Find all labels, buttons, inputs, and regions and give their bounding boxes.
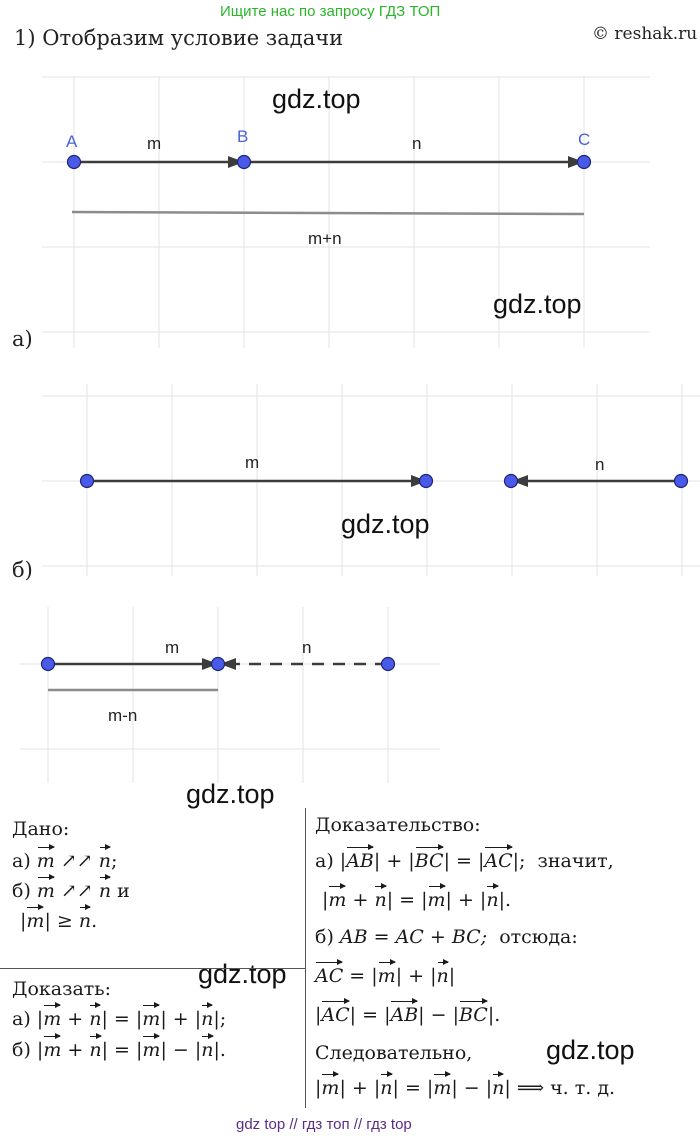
figure-a: A B C m n m+n: [42, 76, 650, 348]
vector-m-label: m: [165, 638, 179, 657]
proof-title: Доказательство:: [315, 814, 481, 836]
section-heading: 1) Отобразим условие задачи: [14, 26, 344, 50]
proof-line-a: а) |AB| + |BC| = |AC|; значит,: [315, 844, 614, 872]
given-title: Дано:: [12, 818, 70, 840]
footer-links[interactable]: gdz top // гдз топ // гдз top: [236, 1116, 412, 1133]
vector-n-label: n: [302, 638, 311, 657]
proof-consequently: Следовательно,: [315, 1042, 473, 1064]
watermark: gdz.top: [186, 779, 275, 809]
watermark: gdz.top: [493, 289, 582, 319]
point-a-label: A: [66, 132, 78, 151]
proof-line-b-vec: AC = |m| + |n|: [315, 959, 456, 987]
promo-banner[interactable]: Ищите нас по запросу ГДЗ ТОП: [220, 3, 441, 20]
figure-b: m n: [42, 384, 700, 576]
given-line-b-condition: |m| ≥ n.: [20, 904, 98, 932]
watermark: gdz.top: [198, 959, 287, 989]
proof-line-b: б) AB = AC + BC; отсюда:: [315, 926, 578, 948]
watermark: gdz.top: [272, 84, 361, 114]
proof-conclusion: |m| + |n| = |m| − |n| ⟹ ч. т. д.: [315, 1071, 616, 1099]
figure-c: m n m-n: [20, 607, 440, 783]
vector-m-label: m: [147, 134, 161, 153]
point-b-label: B: [237, 127, 248, 146]
given-line-a: а) m ↗↗ n;: [12, 844, 118, 872]
figure-a-part-label: а): [12, 327, 33, 351]
proof-line-b-abs: |AC| = |AB| − |BC|.: [315, 998, 501, 1026]
vector-n-label: n: [595, 455, 604, 474]
diff-segment-label: m-n: [108, 706, 137, 725]
prove-title: Доказать:: [12, 978, 112, 1000]
figure-b-part-label: б): [12, 558, 33, 582]
watermark: gdz.top: [341, 509, 430, 539]
vector-m-label: m: [245, 453, 259, 472]
point-c-label: C: [578, 130, 590, 149]
proof-line-a-result: |m + n| = |m| + |n|.: [322, 883, 512, 911]
given-line-b: б) m ↗↗ n и: [12, 874, 130, 902]
sum-segment-label: m+n: [308, 229, 342, 248]
row-divider: [0, 968, 305, 969]
column-divider: [305, 808, 306, 1108]
prove-line-a: а) |m + n| = |m| + |n|;: [12, 1002, 227, 1030]
copyright-notice: © reshak.ru: [592, 24, 698, 44]
prove-line-b: б) |m + n| = |m| − |n|.: [12, 1033, 226, 1061]
vector-n-label: n: [412, 134, 421, 153]
watermark: gdz.top: [546, 1035, 635, 1065]
